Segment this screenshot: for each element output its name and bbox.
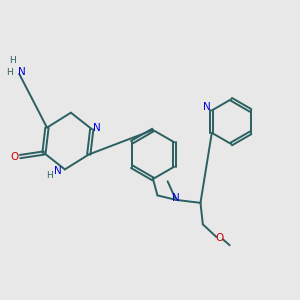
Text: N: N (93, 123, 101, 133)
Text: N: N (55, 166, 62, 176)
Text: N: N (202, 102, 210, 112)
Text: O: O (11, 152, 19, 162)
Text: H: H (46, 172, 53, 181)
Text: N: N (172, 194, 180, 203)
Text: H: H (9, 56, 16, 65)
Text: O: O (216, 233, 224, 243)
Text: N: N (18, 68, 26, 77)
Text: H: H (6, 68, 13, 77)
